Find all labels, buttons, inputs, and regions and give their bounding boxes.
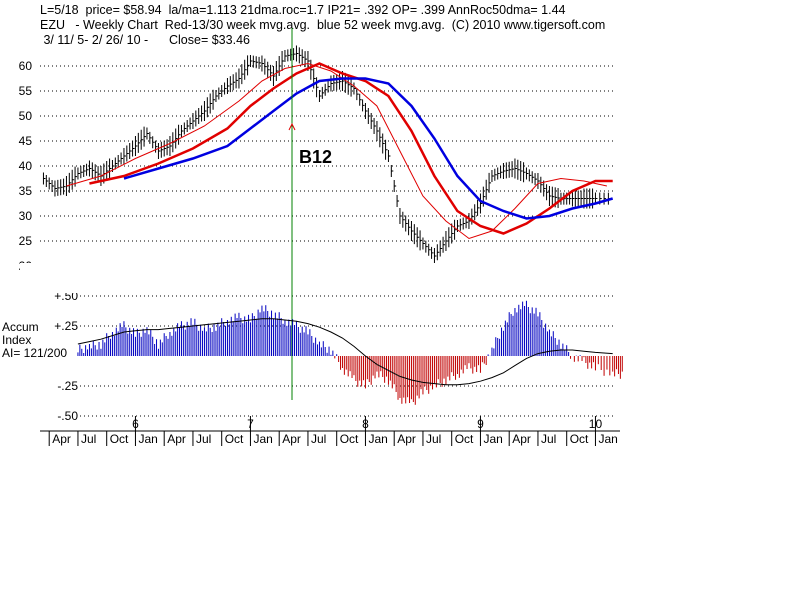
accum-tick-label: -.50 — [57, 409, 78, 423]
price-tick-label: 40 — [19, 159, 33, 173]
price-tick-label: 30 — [19, 209, 33, 223]
x-tick-label: Jul — [81, 432, 96, 446]
header-line-2: EZU - Weekly Chart Red-13/30 week mvg.av… — [40, 18, 606, 32]
x-tick-label: Jul — [426, 432, 441, 446]
header-line-1: L=5/18 price= $58.94 la/ma=1.113 21dma.r… — [40, 3, 566, 17]
price-tick-label: 55 — [19, 84, 33, 98]
accum-tick-label: -.25 — [57, 379, 78, 393]
x-tick-label: Jan — [138, 432, 157, 446]
x-tick-label: Jan — [598, 432, 617, 446]
x-tick-label: Oct — [225, 432, 244, 446]
accum-tick-label: +.25 — [54, 319, 78, 333]
x-tick-label: Apr — [397, 432, 416, 446]
signal-label: B12 — [299, 147, 332, 167]
index-label: Index — [2, 333, 32, 347]
x-tick-label: Apr — [52, 432, 71, 446]
x-tick-label: Jul — [541, 432, 556, 446]
year-label: 8 — [362, 417, 369, 431]
x-tick-label: Jul — [196, 432, 211, 446]
ai-label: AI= 121/200 — [2, 346, 68, 360]
header-line-3: 3/ 11/ 5- 2/ 26/ 10 - Close= $33.46 — [40, 33, 250, 47]
price-clip-mask — [20, 263, 620, 293]
year-label: 10 — [589, 417, 603, 431]
x-tick-label: Jan — [368, 432, 387, 446]
x-tick-label: Oct — [110, 432, 129, 446]
blue-52wk-ma-line — [123, 77, 614, 220]
x-tick-label: Jan — [483, 432, 502, 446]
year-label: 9 — [477, 417, 484, 431]
price-tick-label: 35 — [19, 184, 33, 198]
year-label: 7 — [247, 417, 254, 431]
price-tick-label: 50 — [19, 109, 33, 123]
x-tick-label: Oct — [340, 432, 359, 446]
thin-13wk-ma-line — [66, 62, 608, 240]
x-tick-label: Oct — [570, 432, 589, 446]
accum-label: Accum — [2, 320, 39, 334]
x-tick-label: Oct — [455, 432, 474, 446]
x-tick-label: Jan — [253, 432, 272, 446]
year-label: 6 — [132, 417, 139, 431]
x-tick-label: Apr — [512, 432, 531, 446]
signal-arrow — [288, 122, 296, 131]
x-tick-label: Jul — [311, 432, 326, 446]
price-tick-label: 45 — [19, 134, 33, 148]
accum-ma-line — [77, 318, 613, 386]
x-tick-label: Apr — [167, 432, 186, 446]
price-tick-label: 60 — [19, 59, 33, 73]
price-tick-label: 25 — [19, 234, 33, 248]
x-tick-label: Apr — [282, 432, 301, 446]
